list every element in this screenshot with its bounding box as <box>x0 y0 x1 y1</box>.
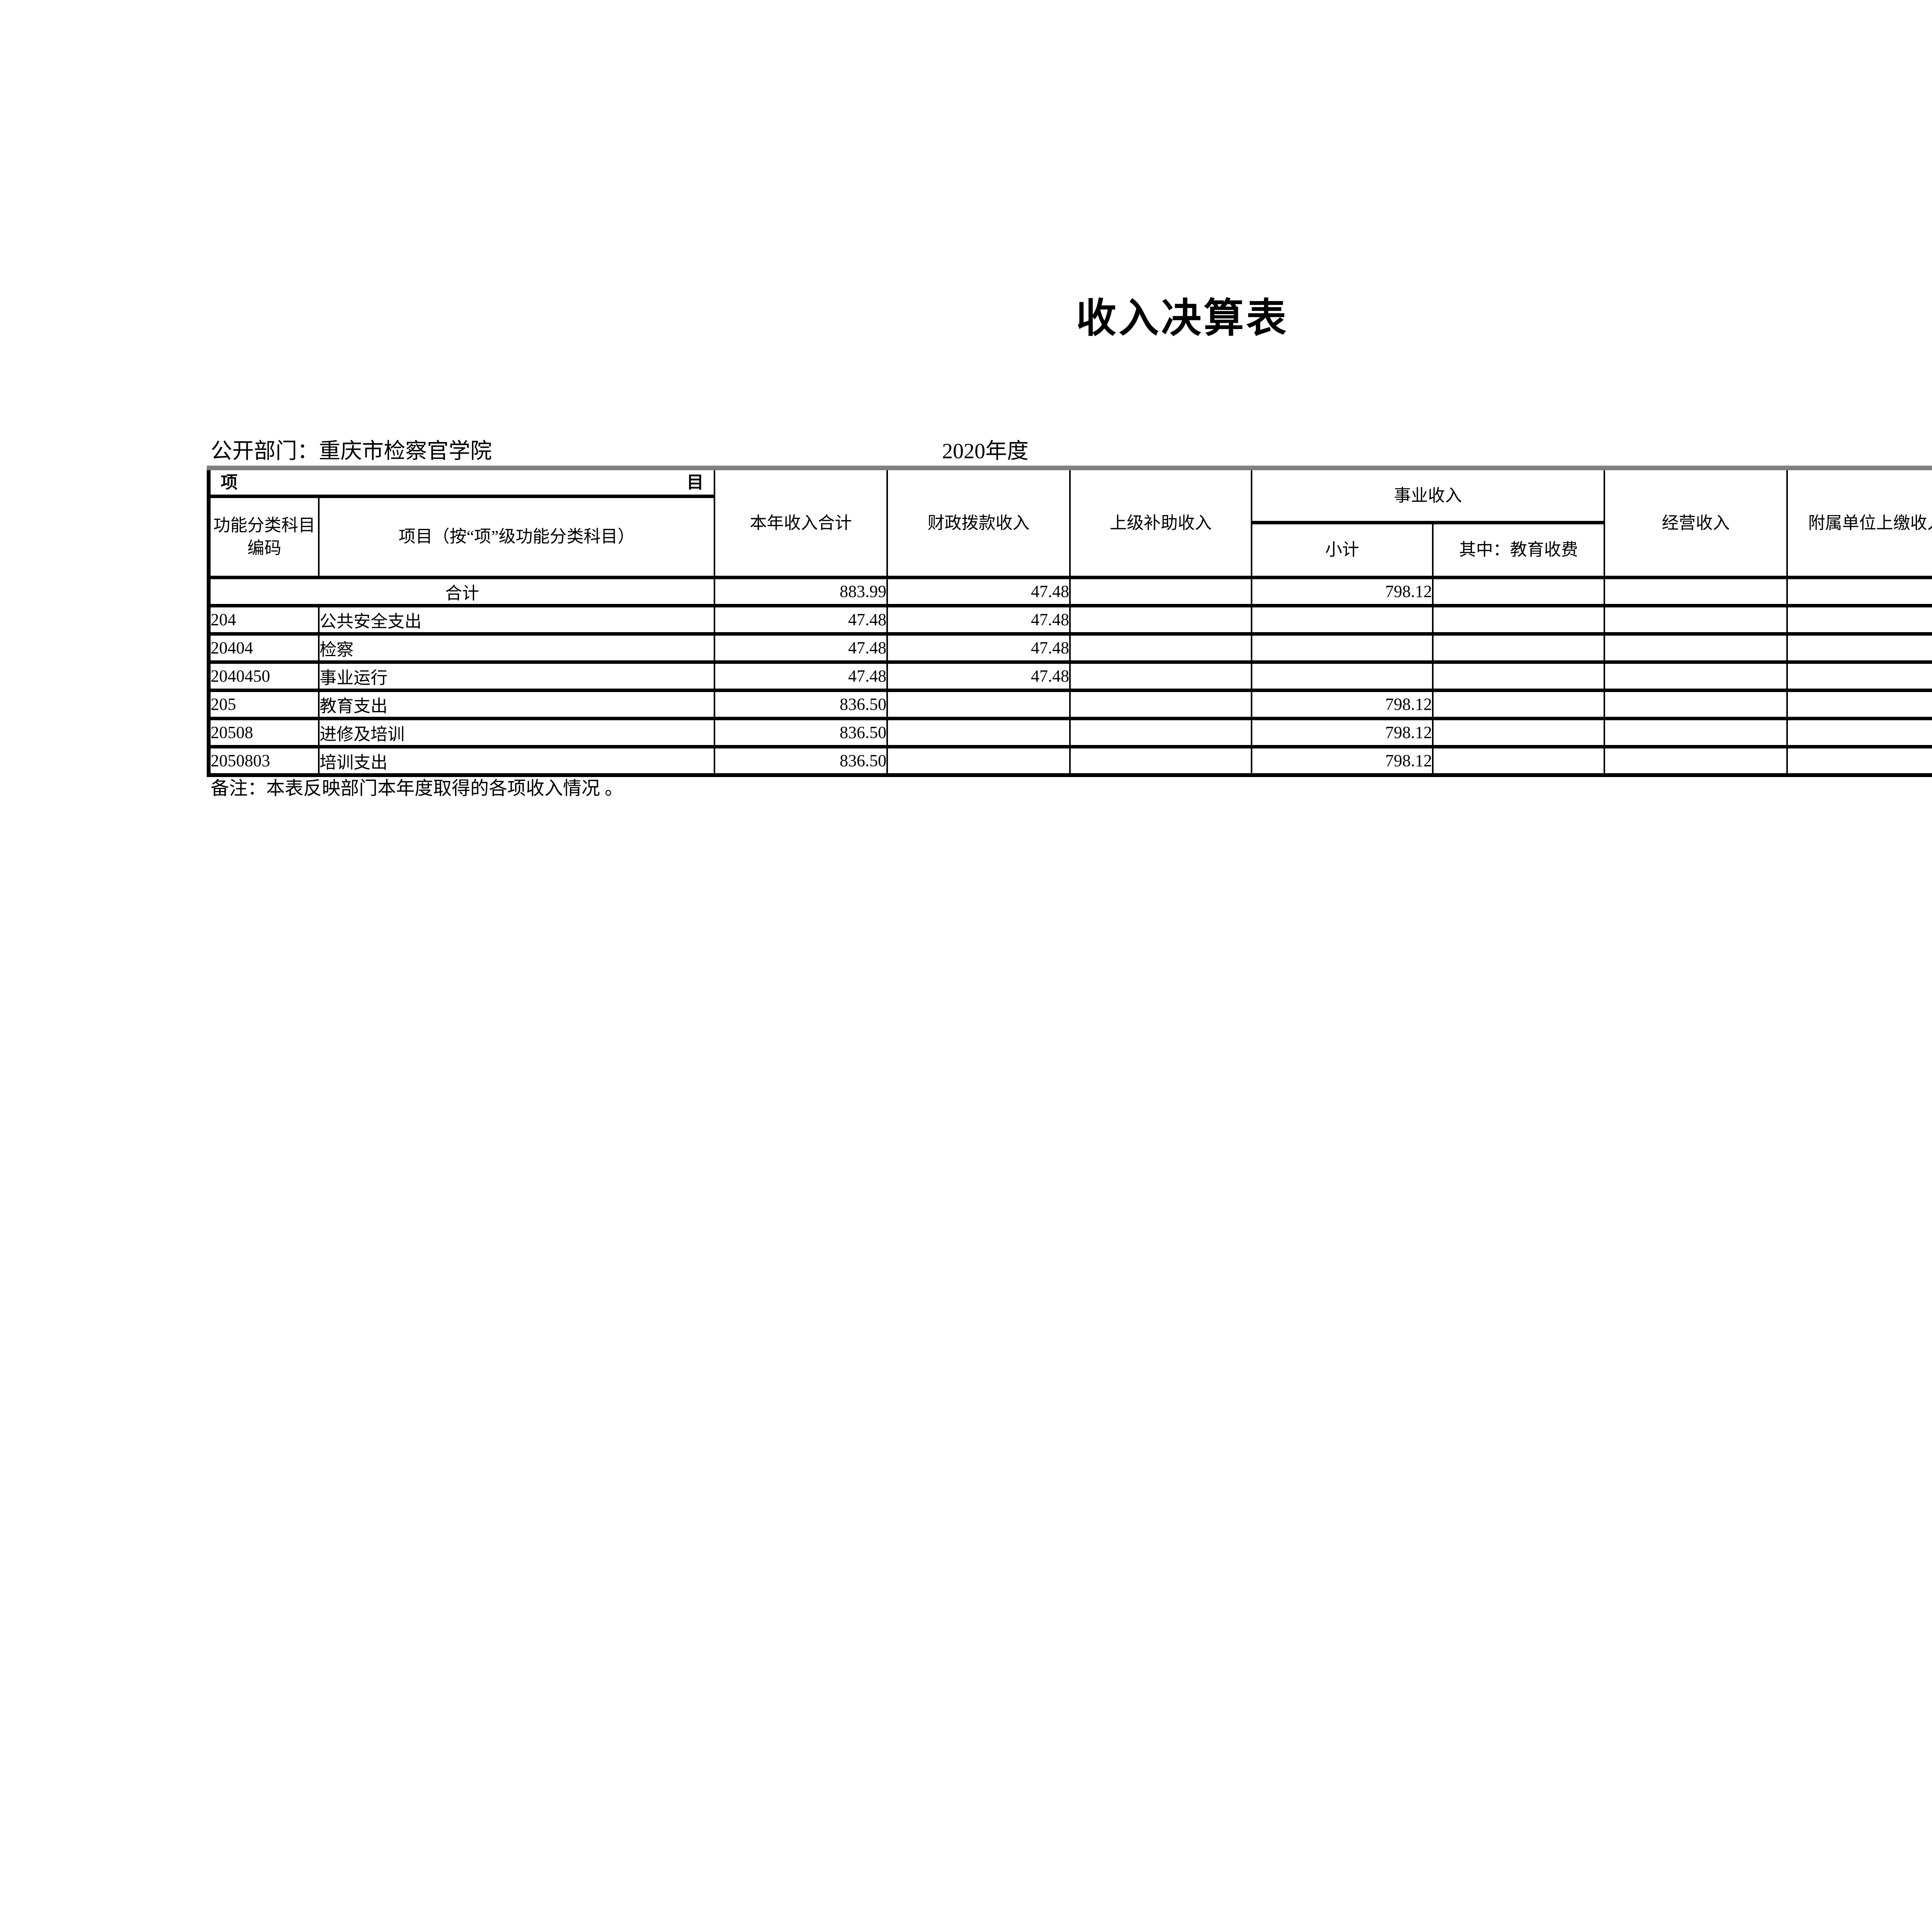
cell-name: 进修及培训 <box>318 716 715 748</box>
cell-fiscal: 47.48 <box>886 632 1071 664</box>
fiscal-year-label: 2020年度 <box>942 439 1029 463</box>
header-row-business-split: 小计 其中：教育收费 <box>209 520 1932 579</box>
cell-edu-fee <box>1432 688 1605 720</box>
cell-fiscal <box>886 745 1071 777</box>
cell-total: 883.99 <box>714 575 888 607</box>
cell-total: 836.50 <box>714 688 888 720</box>
cell-edu-fee <box>1432 745 1605 777</box>
cell-code: 204 <box>208 604 320 636</box>
cell-affiliated <box>1786 688 1932 720</box>
income-final-accounts-table: 项 目 本年收入合计 财政拨款收入 上级补助收入 事业收入 经营收入 附属单位上… <box>207 466 1932 777</box>
cell-operating <box>1604 575 1788 607</box>
cell-edu-fee <box>1432 632 1605 664</box>
cell-operating <box>1604 745 1788 777</box>
cell-superior <box>1069 745 1252 777</box>
cell-code: 20404 <box>208 632 320 664</box>
table-row: 20404 检察 47.48 47.48 <box>208 632 1932 664</box>
header-cell-fiscal: 财政拨款收入 <box>886 466 1071 579</box>
cell-subtotal: 798.12 <box>1251 716 1434 748</box>
cell-superior <box>1069 660 1252 692</box>
cell-subtotal <box>1251 632 1434 664</box>
table-row: 205 教育支出 836.50 798.12 38.39 <box>208 688 1932 720</box>
header-cell-edu-fee: 其中：教育收费 <box>1432 520 1605 579</box>
header-cell-affiliated: 附属单位上缴收入 <box>1786 466 1932 579</box>
cell-affiliated <box>1786 604 1932 636</box>
cell-subtotal <box>1251 660 1434 692</box>
header-row-item: 项 目 本年收入合计 财政拨款收入 上级补助收入 事业收入 经营收入 附属单位上… <box>208 466 1932 579</box>
footnote: 备注：本表反映部门本年度取得的各项收入情况 。 <box>211 778 624 799</box>
cell-name: 公共安全支出 <box>318 604 715 636</box>
cell-affiliated <box>1786 716 1932 748</box>
cell-code: 2050803 <box>208 745 320 777</box>
cell-superior <box>1069 688 1252 720</box>
header-cell-total: 本年收入合计 <box>714 466 888 579</box>
page-title: 收入决算表 <box>1076 296 1289 341</box>
item-left-label: 项 <box>221 473 238 492</box>
cell-edu-fee <box>1432 575 1605 607</box>
cell-subtotal: 798.12 <box>1251 575 1434 607</box>
cell-total: 47.48 <box>714 660 888 692</box>
cell-total: 836.50 <box>714 745 888 777</box>
cell-code: 2040450 <box>208 660 320 692</box>
cell-affiliated <box>1786 632 1932 664</box>
table-body: 合计 883.99 47.48 798.12 38.39 204 公共安全支出 … <box>208 575 1932 777</box>
cell-fiscal: 47.48 <box>886 575 1071 607</box>
cell-fiscal: 47.48 <box>886 604 1071 636</box>
cell-name: 培训支出 <box>318 745 715 777</box>
cell-affiliated <box>1786 575 1932 607</box>
cell-edu-fee <box>1432 660 1605 692</box>
table-row: 20508 进修及培训 836.50 798.12 38.39 <box>208 716 1932 748</box>
header-row-subcols: 功能分类科目编码 项目（按“项”级功能分类科目） <box>208 494 1932 579</box>
table-header: 项 目 本年收入合计 财政拨款收入 上级补助收入 事业收入 经营收入 附属单位上… <box>208 466 1932 579</box>
cell-name: 检察 <box>318 632 715 664</box>
header-cell-superior: 上级补助收入 <box>1069 466 1252 579</box>
cell-subtotal <box>1251 604 1434 636</box>
cell-fiscal: 47.48 <box>886 660 1071 692</box>
row-label-total: 合计 <box>208 575 715 607</box>
header-cell-project: 项目（按“项”级功能分类科目） <box>318 494 715 579</box>
cell-superior <box>1069 575 1252 607</box>
table-row-total: 合计 883.99 47.48 798.12 38.39 <box>208 575 1932 607</box>
table-row: 2050803 培训支出 836.50 798.12 38.39 <box>208 745 1932 777</box>
cell-total: 47.48 <box>714 632 888 664</box>
table-row: 2040450 事业运行 47.48 47.48 <box>208 660 1932 692</box>
header-cell-operating: 经营收入 <box>1604 466 1788 579</box>
cell-subtotal: 798.12 <box>1251 688 1434 720</box>
cell-affiliated <box>1786 660 1932 692</box>
cell-total: 47.48 <box>714 604 888 636</box>
cell-edu-fee <box>1432 716 1605 748</box>
cell-operating <box>1604 660 1788 692</box>
cell-name: 事业运行 <box>318 660 715 692</box>
header-cell-item: 项 目 <box>208 466 715 498</box>
cell-affiliated <box>1786 745 1932 777</box>
cell-edu-fee <box>1432 604 1605 636</box>
cell-operating <box>1604 632 1788 664</box>
cell-fiscal <box>886 716 1071 748</box>
header-cell-business-income: 事业收入 <box>1251 466 1605 524</box>
table-row: 204 公共安全支出 47.48 47.48 <box>208 604 1932 636</box>
cell-code: 20508 <box>208 716 320 748</box>
cell-fiscal <box>886 688 1071 720</box>
cell-superior <box>1069 632 1252 664</box>
header-cell-subtotal: 小计 <box>1251 520 1434 579</box>
cell-operating <box>1604 604 1788 636</box>
cell-code: 205 <box>208 688 320 720</box>
cell-superior <box>1069 604 1252 636</box>
cell-name: 教育支出 <box>318 688 715 720</box>
header-cell-code: 功能分类科目编码 <box>208 494 320 579</box>
item-right-label: 目 <box>687 473 704 492</box>
department-label: 公开部门：重庆市检察官学院 <box>211 439 492 463</box>
cell-operating <box>1604 716 1788 748</box>
cell-subtotal: 798.12 <box>1251 745 1434 777</box>
cell-total: 836.50 <box>714 716 888 748</box>
cell-superior <box>1069 716 1252 748</box>
cell-operating <box>1604 688 1788 720</box>
